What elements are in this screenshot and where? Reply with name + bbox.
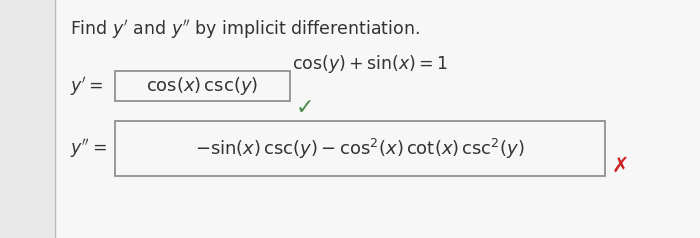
Text: ✓: ✓ [296,98,314,118]
Text: $\mathrm{cos}(y) + \mathrm{sin}(x) = 1$: $\mathrm{cos}(y) + \mathrm{sin}(x) = 1$ [292,53,448,75]
Text: $-\mathrm{sin}(x)\,\mathrm{csc}(y) - \mathrm{cos}^{2}(x)\,\mathrm{cot}(x)\,\math: $-\mathrm{sin}(x)\,\mathrm{csc}(y) - \ma… [195,137,525,161]
Text: $y' =$: $y' =$ [70,74,104,98]
Bar [115,121,605,176]
Text: ✗: ✗ [612,156,629,176]
Bar [115,71,290,101]
Text: Find $y'$ and $y''$ by implicit differentiation.: Find $y'$ and $y''$ by implicit differen… [70,18,420,41]
Text: $\mathrm{cos}(x)\,\mathrm{csc}(y)$: $\mathrm{cos}(x)\,\mathrm{csc}(y)$ [146,75,258,97]
Text: $y'' =$: $y'' =$ [70,138,107,160]
